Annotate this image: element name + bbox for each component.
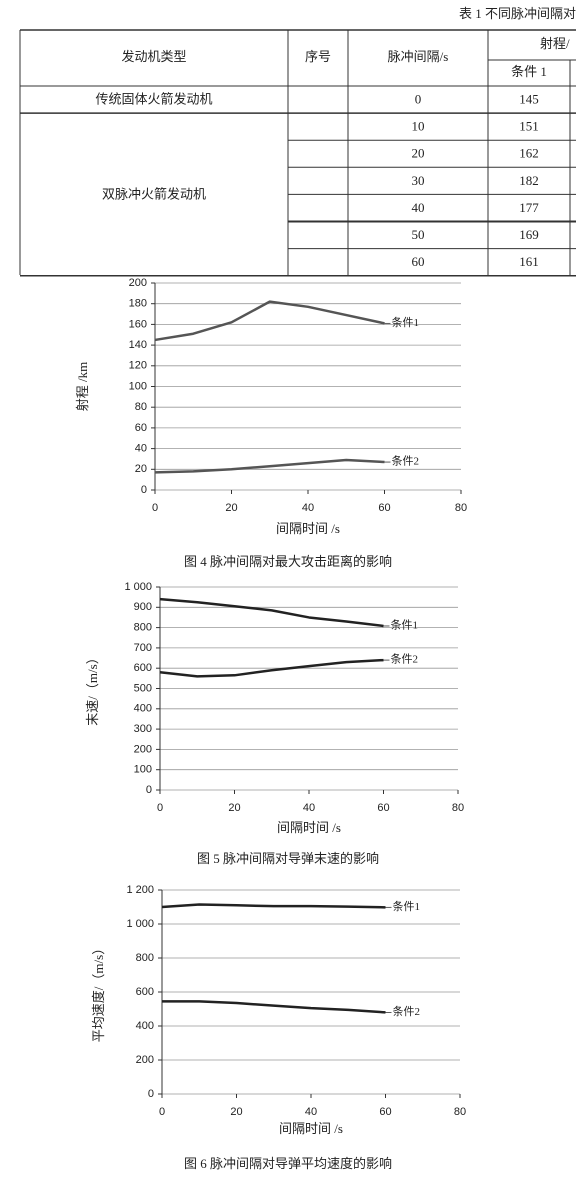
series-line xyxy=(154,300,385,342)
series-label: 条件2 xyxy=(391,652,419,666)
series-label: 条件1 xyxy=(391,618,419,632)
x-tick-label: 60 xyxy=(379,1106,391,1118)
y-tick-label: 200 xyxy=(129,277,147,289)
cell: 双脉冲火箭发动机 xyxy=(102,186,206,201)
y-tick-label: 80 xyxy=(135,401,147,413)
y-axis-label: 射程 /km xyxy=(75,362,90,411)
y-tick-label: 500 xyxy=(134,682,152,694)
x-tick-label: 20 xyxy=(230,1106,242,1118)
x-tick-label: 80 xyxy=(452,802,464,814)
x-axis-label: 间隔时间 /s xyxy=(279,1121,343,1136)
header-cell: 发动机类型 xyxy=(121,49,186,64)
y-tick-label: 400 xyxy=(136,1020,154,1032)
x-tick-label: 60 xyxy=(378,502,390,514)
cell: 177 xyxy=(519,200,539,215)
cell: 10 xyxy=(412,119,425,134)
x-tick-label: 60 xyxy=(377,802,389,814)
y-tick-label: 1 000 xyxy=(126,918,154,930)
table-caption: 表 1 不同脉冲间隔对 xyxy=(459,6,576,21)
y-tick-label: 0 xyxy=(146,784,152,796)
series-label: 条件2 xyxy=(392,454,420,468)
cell: 传统固体火箭发动机 xyxy=(95,92,212,107)
y-tick-label: 400 xyxy=(134,703,152,715)
cell: 161 xyxy=(519,254,539,269)
series-label: 条件2 xyxy=(393,1004,421,1018)
y-tick-label: 140 xyxy=(129,339,147,351)
figure-caption: 图 6 脉冲间隔对导弹平均速度的影响 xyxy=(184,1156,392,1171)
header-cell: 射程/ xyxy=(540,36,570,51)
x-tick-label: 40 xyxy=(305,1106,317,1118)
y-tick-label: 40 xyxy=(135,443,147,455)
y-tick-label: 200 xyxy=(134,743,152,755)
series-line xyxy=(161,903,386,909)
y-tick-label: 200 xyxy=(136,1054,154,1066)
figure-caption: 图 4 脉冲间隔对最大攻击距离的影响 xyxy=(184,554,392,569)
x-tick-label: 40 xyxy=(303,802,315,814)
x-tick-label: 0 xyxy=(159,1106,165,1118)
y-tick-label: 100 xyxy=(129,380,147,392)
y-tick-label: 160 xyxy=(129,318,147,330)
series-line xyxy=(159,658,384,678)
series-label: 条件1 xyxy=(393,899,421,913)
y-axis-label: 平均速度/（m/s） xyxy=(91,942,106,1042)
cell: 151 xyxy=(519,119,539,134)
x-axis-label: 间隔时间 /s xyxy=(277,820,341,835)
x-tick-label: 40 xyxy=(302,502,314,514)
series-line xyxy=(162,1000,386,1014)
x-tick-label: 20 xyxy=(225,502,237,514)
x-tick-label: 80 xyxy=(454,1106,466,1118)
cell: 20 xyxy=(412,146,425,161)
y-tick-label: 600 xyxy=(136,986,154,998)
y-tick-label: 1 200 xyxy=(126,884,154,896)
y-tick-label: 800 xyxy=(134,622,152,634)
y-tick-label: 600 xyxy=(134,662,152,674)
cell: 50 xyxy=(412,227,425,242)
figure-caption: 图 5 脉冲间隔对导弹末速的影响 xyxy=(197,851,379,866)
cell: 145 xyxy=(519,92,539,107)
cell: 182 xyxy=(519,173,539,188)
y-tick-label: 1 000 xyxy=(124,581,152,593)
header-cell: 条件 1 xyxy=(511,64,547,79)
y-tick-label: 20 xyxy=(135,463,147,475)
y-tick-label: 700 xyxy=(134,642,152,654)
series-line xyxy=(154,458,385,474)
y-tick-label: 100 xyxy=(134,764,152,776)
y-axis-label: 末速/（m/s） xyxy=(85,651,100,725)
x-tick-label: 20 xyxy=(228,802,240,814)
cell: 0 xyxy=(415,92,422,107)
y-tick-label: 900 xyxy=(134,601,152,613)
header-cell: 脉冲间隔/s xyxy=(388,49,449,64)
series-line xyxy=(159,597,384,628)
y-tick-label: 60 xyxy=(135,422,147,434)
cell: 162 xyxy=(519,146,539,161)
y-tick-label: 180 xyxy=(129,298,147,310)
x-tick-label: 0 xyxy=(152,502,158,514)
cell: 60 xyxy=(412,254,425,269)
y-tick-label: 0 xyxy=(141,484,147,496)
x-axis-label: 间隔时间 /s xyxy=(276,521,340,536)
cell: 169 xyxy=(519,227,539,242)
y-tick-label: 800 xyxy=(136,952,154,964)
y-tick-label: 120 xyxy=(129,360,147,372)
cell: 30 xyxy=(412,173,425,188)
y-tick-label: 300 xyxy=(134,723,152,735)
x-tick-label: 0 xyxy=(157,802,163,814)
header-cell: 序号 xyxy=(305,49,331,64)
cell: 40 xyxy=(412,200,425,215)
x-tick-label: 80 xyxy=(455,502,467,514)
y-tick-label: 0 xyxy=(148,1088,154,1100)
series-label: 条件1 xyxy=(392,315,420,329)
